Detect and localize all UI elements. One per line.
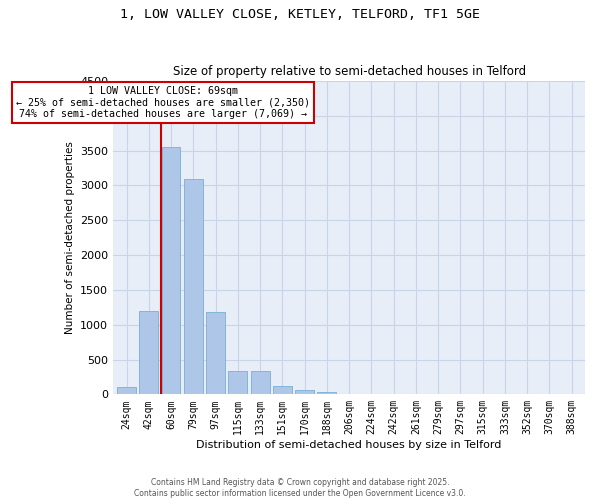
- Bar: [139, 312, 158, 394]
- Bar: [251, 370, 269, 394]
- Bar: [295, 390, 314, 394]
- Title: Size of property relative to semi-detached houses in Telford: Size of property relative to semi-detach…: [173, 66, 526, 78]
- Bar: [317, 392, 336, 394]
- Text: Contains HM Land Registry data © Crown copyright and database right 2025.
Contai: Contains HM Land Registry data © Crown c…: [134, 478, 466, 498]
- X-axis label: Distribution of semi-detached houses by size in Telford: Distribution of semi-detached houses by …: [196, 440, 502, 450]
- Bar: [184, 178, 203, 394]
- Y-axis label: Number of semi-detached properties: Number of semi-detached properties: [65, 142, 74, 334]
- Bar: [161, 147, 181, 394]
- Bar: [117, 386, 136, 394]
- Bar: [206, 312, 225, 394]
- Bar: [273, 386, 292, 394]
- Text: 1, LOW VALLEY CLOSE, KETLEY, TELFORD, TF1 5GE: 1, LOW VALLEY CLOSE, KETLEY, TELFORD, TF…: [120, 8, 480, 20]
- Text: 1 LOW VALLEY CLOSE: 69sqm
← 25% of semi-detached houses are smaller (2,350)
74% : 1 LOW VALLEY CLOSE: 69sqm ← 25% of semi-…: [16, 86, 310, 119]
- Bar: [229, 370, 247, 394]
